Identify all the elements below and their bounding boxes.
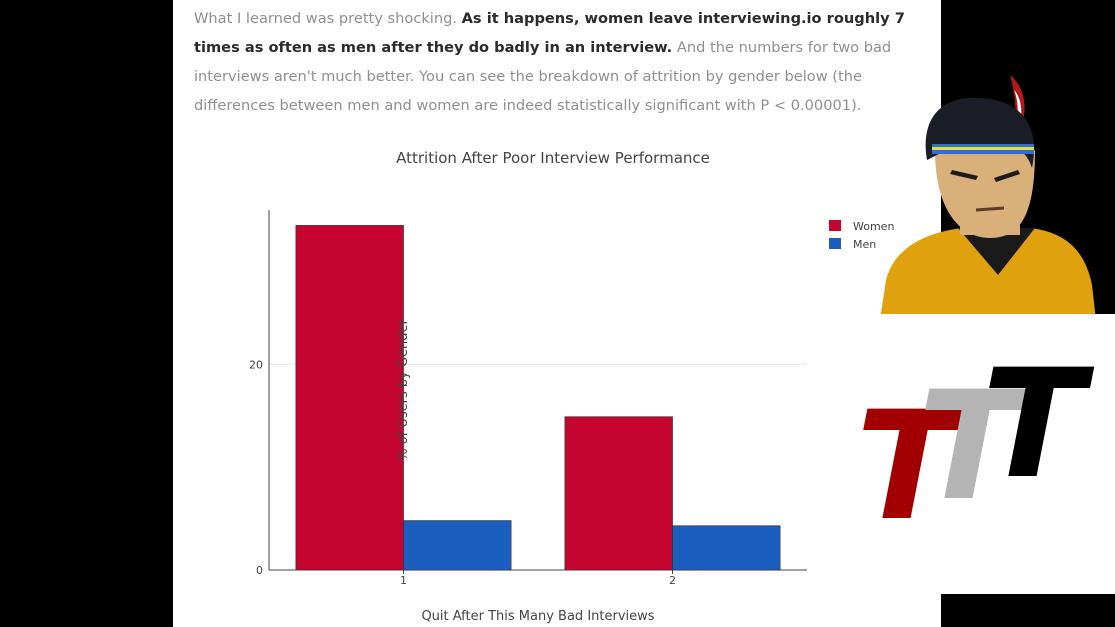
chart-title: Attrition After Poor Interview Performan… — [396, 149, 710, 167]
y-tick-label: 20 — [249, 358, 263, 371]
paragraph-text-1: What I learned was pretty shocking. — [194, 10, 462, 27]
bar-women-1 — [295, 225, 404, 571]
bars — [295, 225, 781, 571]
legend: Women Men — [829, 220, 894, 251]
logo-letter: T — [856, 380, 959, 554]
bar-men-2 — [672, 525, 781, 571]
logo-letter: T — [982, 338, 1085, 512]
bar-men-1 — [403, 520, 512, 571]
legend-label-women: Women — [853, 220, 894, 233]
y-axis-label: % of Users by Gender — [396, 319, 411, 461]
y-ticks: 0 20 — [249, 358, 263, 577]
x-tick-label: 2 — [669, 574, 676, 587]
article-page: What I learned was pretty shocking. As i… — [173, 0, 941, 627]
logo-letter: T — [918, 360, 1021, 534]
attrition-bar-chart: Attrition After Poor Interview Performan… — [249, 149, 894, 624]
x-axis-label: Quit After This Many Bad Interviews — [421, 609, 654, 624]
y-tick-label: 0 — [256, 564, 263, 577]
x-tick-label: 1 — [400, 574, 407, 587]
bar-women-2 — [564, 416, 673, 571]
legend-swatch-men — [829, 238, 841, 249]
paragraph-text-2: And the numbers for two bad interviews a… — [194, 39, 892, 114]
cartoon-character-icon — [880, 75, 1096, 320]
legend-swatch-women — [829, 220, 841, 231]
legend-label-men: Men — [853, 238, 876, 251]
article-paragraph: What I learned was pretty shocking. As i… — [194, 4, 919, 120]
paragraph-bold-text: As it happens, women leave interviewing.… — [194, 10, 905, 56]
